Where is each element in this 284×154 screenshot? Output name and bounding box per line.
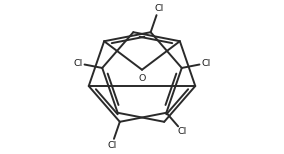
Text: O: O: [138, 74, 146, 83]
Text: Cl: Cl: [74, 59, 83, 68]
Text: Cl: Cl: [178, 127, 187, 136]
Text: Cl: Cl: [201, 59, 210, 68]
Text: Cl: Cl: [107, 141, 116, 150]
Text: Cl: Cl: [154, 4, 163, 13]
